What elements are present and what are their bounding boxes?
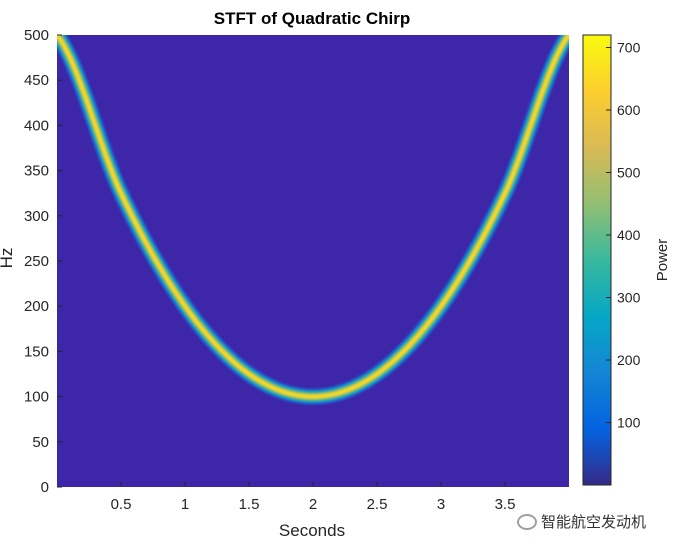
y-tick-label: 150 xyxy=(24,343,49,360)
colorbar-ticks: 100 200 300 400 500 600 700 xyxy=(606,40,641,431)
y-tick-label: 100 xyxy=(24,389,49,406)
y-tick-label: 50 xyxy=(32,434,49,451)
y-axis: 0 50 100 150 200 250 300 350 400 450 500 xyxy=(24,27,62,496)
colorbar-tick-label: 600 xyxy=(617,102,641,118)
y-tick-label: 200 xyxy=(24,298,49,315)
plot-area xyxy=(57,35,569,487)
colorbar-tick-label: 500 xyxy=(617,165,641,181)
chirp-ridge xyxy=(57,35,569,405)
colorbar xyxy=(582,34,612,486)
colorbar-tick-label: 200 xyxy=(617,352,641,368)
watermark-text: 智能航空发动机 xyxy=(541,513,647,531)
y-tick-label: 400 xyxy=(24,117,49,134)
colorbar-tick-label: 100 xyxy=(617,415,641,431)
chart-title: STFT of Quadratic Chirp xyxy=(214,9,410,28)
x-tick-label: 2 xyxy=(309,496,317,513)
x-tick-label: 1 xyxy=(181,496,189,513)
colorbar-tick-label: 700 xyxy=(617,40,641,56)
x-tick-label: 1.5 xyxy=(239,496,260,513)
x-tick-label: 0.5 xyxy=(111,496,132,513)
x-tick-label: 3.5 xyxy=(495,496,516,513)
x-axis: 0.5 1 1.5 2 2.5 3 3.5 xyxy=(111,482,516,513)
colorbar-tick-label: 300 xyxy=(617,290,641,306)
colorbar-tick-label: 400 xyxy=(617,227,641,243)
y-tick-label: 250 xyxy=(24,253,49,270)
ridge-core xyxy=(57,35,569,398)
colorbar-label: Power xyxy=(654,239,671,282)
x-tick-label: 3 xyxy=(437,496,445,513)
x-tick-label: 2.5 xyxy=(367,496,388,513)
y-tick-label: 450 xyxy=(24,72,49,89)
wechat-icon xyxy=(517,513,537,530)
y-tick-label: 0 xyxy=(41,479,49,496)
x-axis-label: Seconds xyxy=(279,521,345,540)
y-tick-label: 500 xyxy=(24,27,49,44)
y-tick-label: 350 xyxy=(24,163,49,180)
watermark: 智能航空发动机 xyxy=(517,511,646,532)
y-tick-label: 300 xyxy=(24,208,49,225)
y-axis-label: Hz xyxy=(0,248,16,269)
